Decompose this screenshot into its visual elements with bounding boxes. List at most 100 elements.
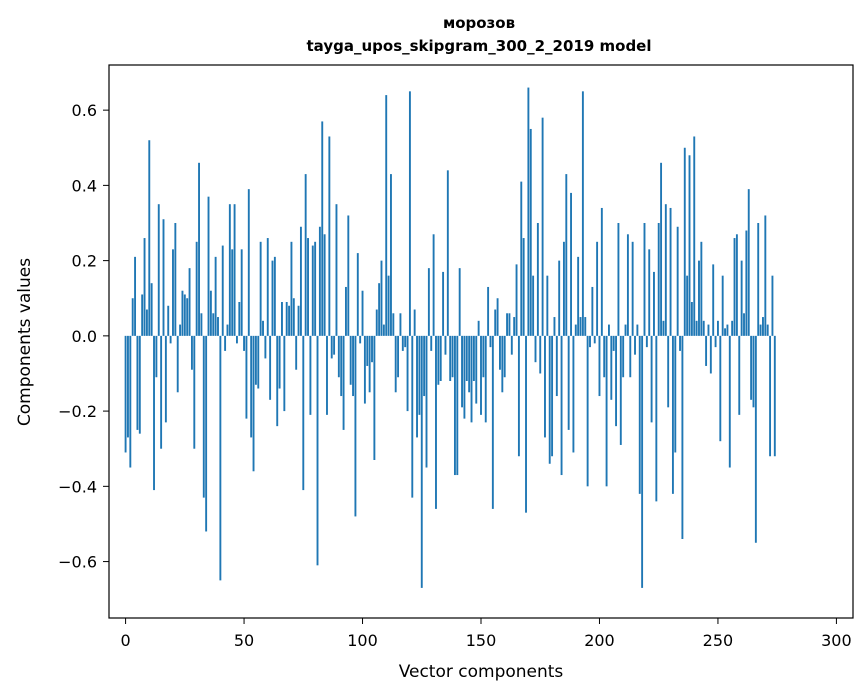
x-tick-label: 0 <box>120 631 130 650</box>
bar <box>733 238 736 336</box>
bar <box>456 335 459 476</box>
bar <box>759 324 762 336</box>
bar <box>276 335 279 427</box>
bar <box>731 320 734 336</box>
bar <box>660 162 663 336</box>
bar <box>491 335 494 509</box>
bar <box>657 223 660 336</box>
bar <box>698 260 700 336</box>
bar <box>416 335 418 438</box>
bar <box>522 238 525 336</box>
bar <box>641 335 644 588</box>
chart-title: морозов <box>443 14 515 32</box>
bar <box>674 335 677 453</box>
bar <box>318 226 321 336</box>
bar <box>245 335 248 419</box>
bar <box>333 335 336 355</box>
bar <box>539 335 542 374</box>
bar <box>214 256 217 336</box>
y-tick-label: 0.4 <box>72 176 97 195</box>
bar <box>465 335 468 381</box>
bar <box>430 335 433 351</box>
plot-frame <box>108 64 854 619</box>
bar <box>499 335 501 370</box>
x-tick-label: 100 <box>347 631 378 650</box>
bar <box>205 335 208 532</box>
bar <box>425 335 428 468</box>
bar <box>243 335 246 351</box>
bar <box>506 313 509 336</box>
bar <box>281 302 283 336</box>
bar <box>387 275 390 336</box>
bar <box>693 136 696 336</box>
bar <box>349 335 352 385</box>
bar <box>532 275 535 336</box>
chart-subtitle: tayga_upos_skipgram_300_2_2019 model <box>307 37 652 55</box>
bar <box>134 256 137 336</box>
bar <box>589 335 591 348</box>
bar <box>634 335 636 355</box>
bar <box>695 320 698 336</box>
bar <box>297 305 300 336</box>
bar <box>257 335 260 389</box>
bar <box>368 335 371 393</box>
bar <box>513 317 516 336</box>
bar <box>572 335 575 453</box>
bar <box>615 335 618 427</box>
bar <box>548 335 551 464</box>
bar <box>700 241 703 336</box>
bar <box>577 256 580 336</box>
bar <box>190 335 193 370</box>
x-tick-label: 150 <box>466 631 497 650</box>
bar <box>622 335 625 378</box>
bar <box>470 335 473 423</box>
bar <box>195 241 198 336</box>
bar <box>757 223 760 336</box>
bar <box>418 335 421 415</box>
bar <box>534 335 537 363</box>
bar <box>503 335 506 378</box>
bar <box>484 335 487 423</box>
bar <box>304 174 307 336</box>
bar <box>224 335 227 351</box>
bar <box>328 136 331 336</box>
bar <box>307 238 309 336</box>
bar <box>745 230 748 336</box>
bar <box>129 335 132 468</box>
bar <box>359 335 362 344</box>
bar <box>209 290 212 336</box>
bar <box>164 335 167 423</box>
bar <box>404 335 407 348</box>
bar <box>188 268 191 336</box>
bar <box>390 174 392 336</box>
bar <box>705 335 708 366</box>
tick-group: 0 50 100 150 200 250 300 −0.6 −0.4 −0.2 0.0 0.2 0.4 0… <box>58 101 852 650</box>
bar <box>496 298 499 336</box>
bar <box>444 335 447 355</box>
bar <box>525 335 527 513</box>
bar <box>269 335 272 400</box>
bar <box>330 335 333 359</box>
bar <box>508 313 511 336</box>
bar <box>288 305 291 336</box>
bar <box>250 335 253 438</box>
bar <box>629 335 632 378</box>
bar <box>544 335 546 438</box>
bar <box>136 335 139 430</box>
bar <box>449 335 452 381</box>
bar <box>740 260 743 336</box>
bar <box>690 302 693 336</box>
bar <box>653 271 655 336</box>
bar <box>406 335 409 412</box>
bar <box>517 335 520 457</box>
bar <box>766 324 769 336</box>
bar <box>501 335 504 393</box>
bar <box>337 335 340 378</box>
bar <box>472 335 475 381</box>
bar <box>247 189 250 336</box>
bar <box>309 335 312 415</box>
bar <box>683 147 686 336</box>
bar <box>584 317 587 336</box>
bar <box>397 335 400 378</box>
